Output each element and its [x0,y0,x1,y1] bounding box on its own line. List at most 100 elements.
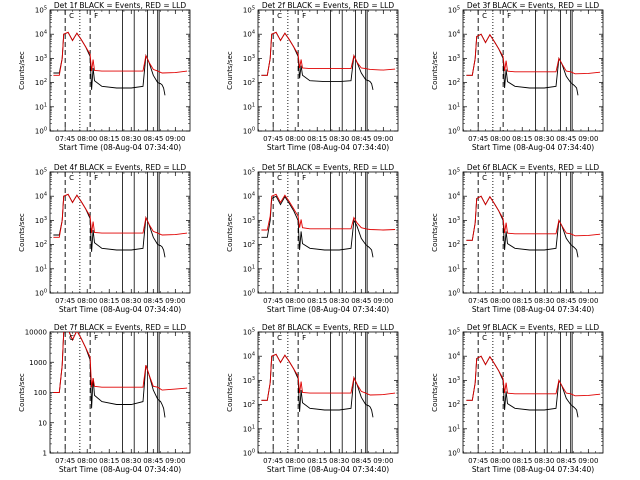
y-tick-label: 103 [243,54,255,63]
marker-annotation: C [277,334,282,342]
x-tick-label: 08:00 [490,457,510,465]
x-axis-label: Start Time (08-Aug-04 07:34:40) [472,465,594,474]
x-tick-label: 07:45 [468,457,488,465]
plot-frame [462,331,604,454]
x-tick-label: 08:30 [329,297,349,305]
x-tick-label: 08:00 [77,297,97,305]
x-tick-label: 08:45 [351,297,371,305]
x-tick-label: 08:15 [307,135,327,143]
panel-title: Det 3f BLACK = Events, RED = LLD [467,1,600,10]
plot-frame [49,9,191,132]
marker-annotation: C [69,12,74,20]
y-tick-label: 104 [448,192,460,201]
y-tick-label: 10 [38,419,47,427]
x-tick-label: 08:00 [77,135,97,143]
panel-title: Det 5f BLACK = Events, RED = LLD [262,163,395,172]
x-tick-label: 07:45 [55,457,75,465]
y-tick-label: 103 [448,54,460,63]
y-tick-label: 101 [448,424,460,433]
x-tick-label: 08:00 [285,135,305,143]
y-axis-label: Counts/sec [431,213,439,252]
marker-annotation: C [482,334,487,342]
x-tick-label: 09:00 [578,135,598,143]
x-axis-label: Start Time (08-Aug-04 07:34:40) [267,305,389,314]
series-lld-line [53,193,188,238]
y-tick-label: 1 [43,450,47,458]
x-axis-label: Start Time (08-Aug-04 07:34:40) [267,465,389,474]
panel-title: Det 9f BLACK = Events, RED = LLD [467,323,600,332]
series-events-line [53,332,166,418]
y-axis-label: Counts/sec [431,51,439,90]
y-tick-label: 102 [448,400,460,409]
chart-panel: Det 2f BLACK = Events, RED = LLD 100 101 10… [226,1,399,152]
y-tick-label: 101 [35,264,47,273]
y-tick-label: 100 [243,127,255,136]
y-tick-label: 1000 [29,359,47,367]
marker-annotation: F [507,12,511,20]
y-tick-label: 103 [35,216,47,225]
x-tick-label: 08:00 [77,457,97,465]
x-tick-label: 08:45 [143,297,163,305]
marker-annotation: F [507,334,511,342]
plot-frame [257,331,399,454]
chart-panel: Det 6f BLACK = Events, RED = LLD 100 101 10… [431,163,604,314]
x-tick-label: 08:30 [329,135,349,143]
x-tick-label: 07:45 [55,297,75,305]
plot-frame [462,9,604,132]
x-tick-label: 08:45 [351,457,371,465]
y-tick-label: 105 [448,328,460,337]
y-tick-label: 100 [35,289,47,298]
x-tick-label: 08:30 [534,457,554,465]
marker-annotation: C [482,12,487,20]
marker-annotation: C [69,174,74,182]
marker-annotation: F [94,334,98,342]
marker-annotation: F [94,12,98,20]
y-tick-label: 104 [243,352,255,361]
y-tick-label: 104 [243,30,255,39]
plot-frame [257,9,399,132]
series-lld-line [261,193,396,231]
x-tick-label: 07:45 [263,457,283,465]
x-tick-label: 08:15 [99,135,119,143]
x-axis-label: Start Time (08-Aug-04 07:34:40) [59,305,181,314]
x-tick-label: 08:30 [121,457,141,465]
x-tick-label: 09:00 [373,297,393,305]
series-lld-line [261,31,396,76]
y-tick-label: 101 [243,424,255,433]
series-events-line [466,195,579,258]
series-events-line [466,33,579,96]
chart-panel: Det 1f BLACK = Events, RED = LLD 100 101 10… [18,1,191,152]
y-tick-label: 103 [35,54,47,63]
x-tick-label: 08:00 [285,457,305,465]
x-tick-label: 09:00 [165,457,185,465]
y-tick-label: 100 [243,289,255,298]
y-tick-label: 104 [448,352,460,361]
x-tick-label: 08:15 [512,297,532,305]
y-tick-label: 104 [35,30,47,39]
y-tick-label: 102 [35,240,47,249]
marker-annotation: C [69,334,74,342]
y-tick-label: 102 [448,78,460,87]
y-tick-label: 104 [243,192,255,201]
marker-annotation: F [507,174,511,182]
x-axis-label: Start Time (08-Aug-04 07:34:40) [59,143,181,152]
chart-panel: Det 8f BLACK = Events, RED = LLD 100 101 10… [226,323,399,474]
panel-title: Det 4f BLACK = Events, RED = LLD [54,163,187,172]
x-tick-label: 08:45 [556,457,576,465]
series-lld-line [53,332,188,393]
series-lld-line [53,31,188,76]
series-events-line [261,353,374,418]
x-tick-label: 08:00 [285,297,305,305]
y-tick-label: 100 [448,127,460,136]
y-axis-label: Counts/sec [18,51,26,90]
x-tick-label: 08:00 [490,297,510,305]
x-tick-label: 08:45 [143,457,163,465]
marker-annotation: C [482,174,487,182]
marker-annotation: F [302,174,306,182]
x-tick-label: 08:30 [329,457,349,465]
x-tick-label: 08:15 [512,457,532,465]
y-tick-label: 103 [243,376,255,385]
marker-annotation: F [302,12,306,20]
chart-panel: Det 3f BLACK = Events, RED = LLD 100 101 10… [431,1,604,152]
y-tick-label: 105 [448,168,460,177]
